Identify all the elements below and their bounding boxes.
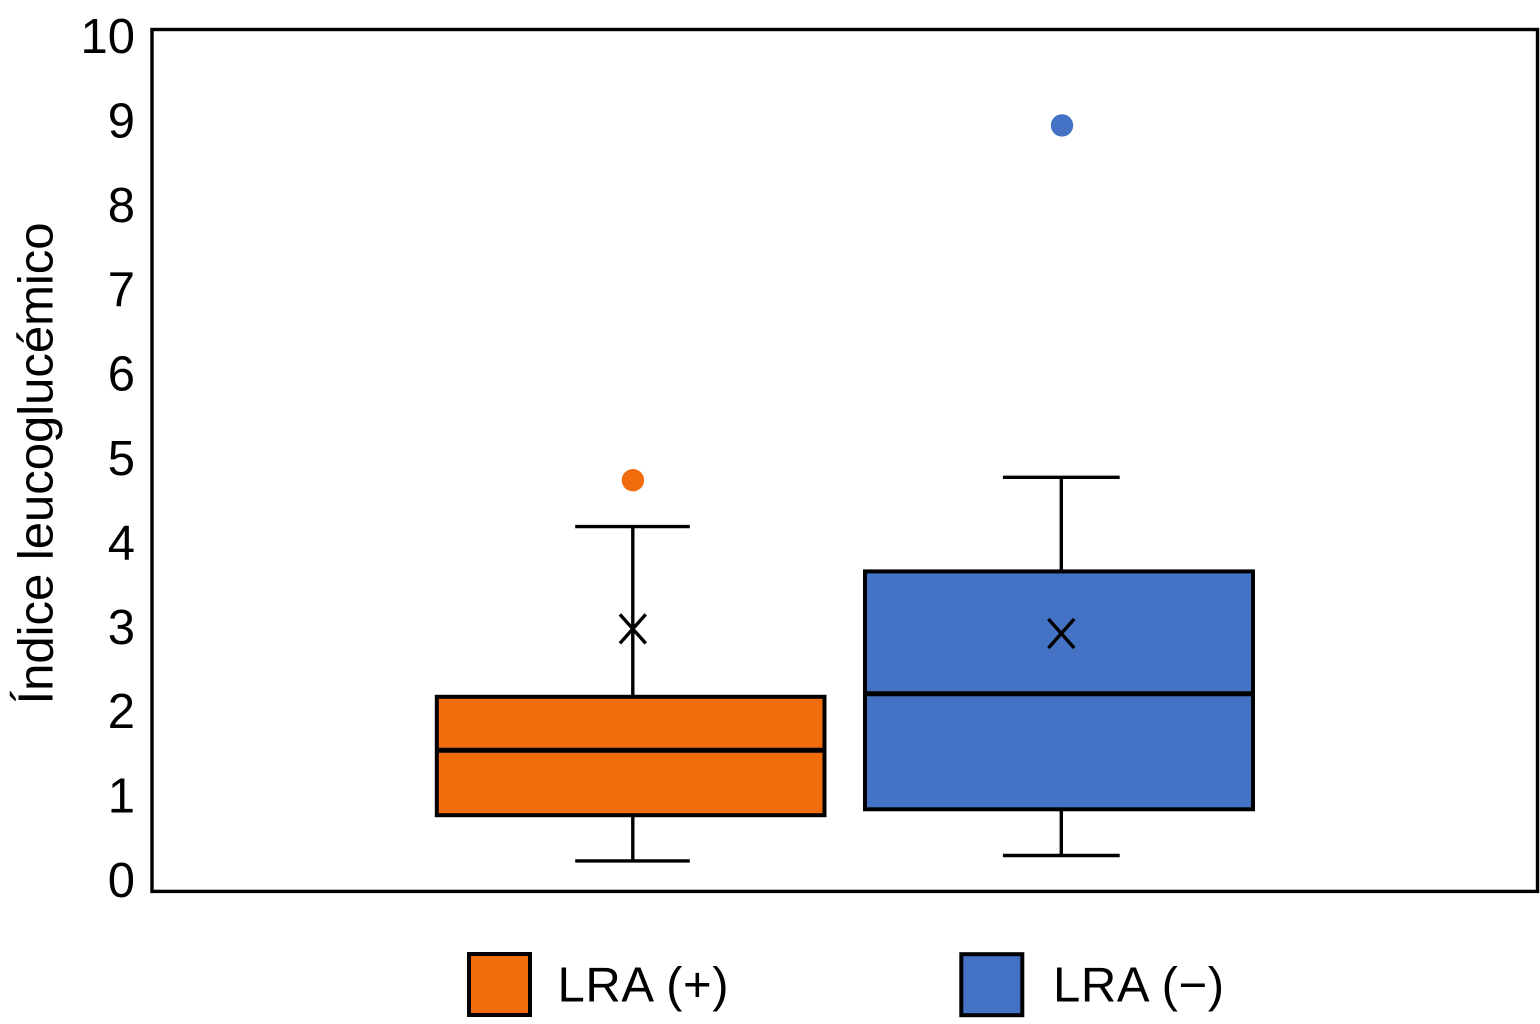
- svg-text:6: 6: [108, 348, 135, 402]
- svg-text:10: 10: [80, 10, 135, 64]
- svg-text:5: 5: [108, 432, 135, 486]
- svg-text:1: 1: [108, 770, 135, 824]
- svg-text:3: 3: [108, 601, 135, 655]
- svg-text:4: 4: [108, 516, 135, 570]
- svg-text:Índice leucoglucémico: Índice leucoglucémico: [10, 222, 64, 704]
- svg-text:7: 7: [108, 263, 135, 317]
- svg-text:8: 8: [108, 179, 135, 233]
- svg-text:LRA (−): LRA (−): [1053, 959, 1225, 1013]
- svg-text:2: 2: [108, 685, 135, 739]
- svg-text:0: 0: [108, 854, 135, 908]
- svg-text:9: 9: [108, 94, 135, 148]
- svg-text:LRA (+): LRA (+): [558, 959, 730, 1013]
